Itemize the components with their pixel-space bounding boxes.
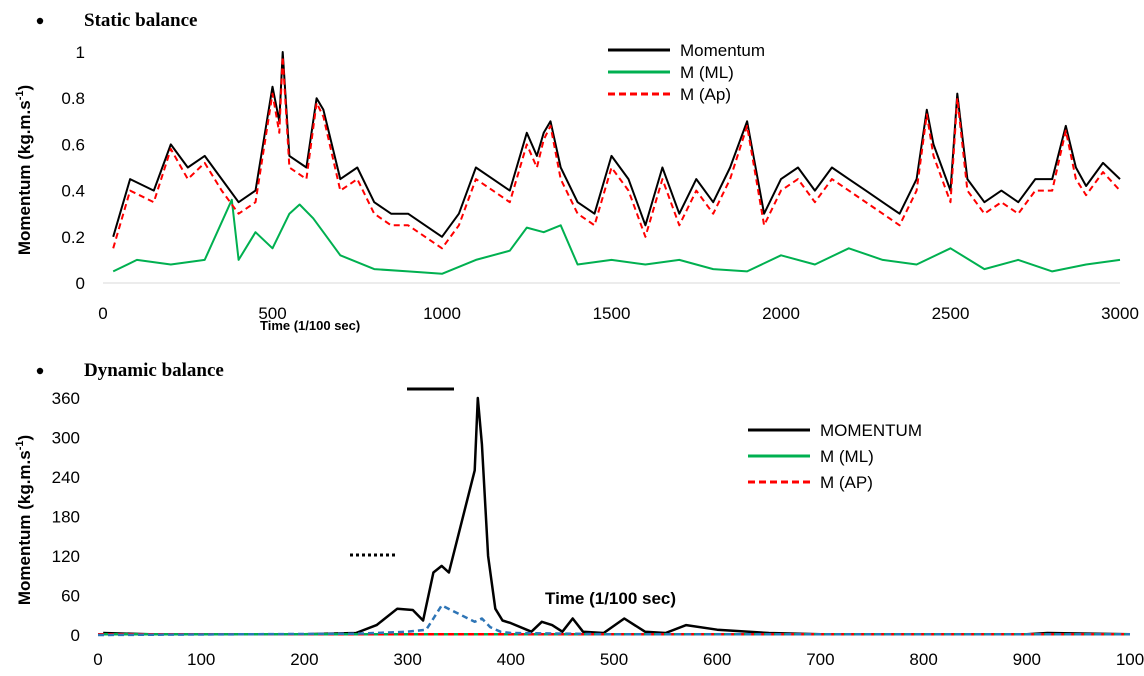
x-tick-label: 100: [1116, 650, 1144, 669]
x-tick-label: 0: [93, 650, 102, 669]
x-tick-label: 1000: [423, 304, 461, 323]
x-tick-label: 200: [290, 650, 318, 669]
legend-label: Momentum: [680, 41, 765, 60]
x-tick-label: 2500: [932, 304, 970, 323]
x-tick-label: 0: [98, 304, 107, 323]
x-tick-label: 300: [393, 650, 421, 669]
y-tick-label: 60: [61, 587, 80, 606]
dynamic-balance-chart: Dynamic balance 0 60 120 180 240 300 360 0 100 200…: [14, 360, 1144, 669]
x-axis-label: Time (1/100 sec): [260, 318, 360, 333]
legend-label: M (ML): [820, 447, 874, 466]
y-tick-label: 0.4: [61, 182, 85, 201]
y-tick-label: 120: [52, 547, 80, 566]
y-tick-label: 240: [52, 468, 80, 487]
legend-label: M (ML): [680, 63, 734, 82]
legend-label: M (AP): [820, 473, 873, 492]
x-tick-label: 3000: [1101, 304, 1139, 323]
chart-heading: Static balance: [84, 10, 197, 31]
y-tick-label: 0: [76, 274, 85, 293]
x-tick-label: 900: [1013, 650, 1041, 669]
legend-label: M (Ap): [680, 85, 731, 104]
x-axis-label: Time (1/100 sec): [545, 589, 676, 608]
y-axis-label: Momentum (kg.m.s-1): [14, 85, 34, 255]
series-line: [112, 55, 1121, 250]
y-tick-label: 0.2: [61, 228, 85, 247]
y-tick-label: 300: [52, 429, 80, 448]
y-tick-label: 0: [71, 626, 80, 645]
x-tick-label: 700: [806, 650, 834, 669]
heading-bullet: [36, 17, 44, 25]
series-line: [112, 198, 1121, 275]
x-tick-label: 800: [909, 650, 937, 669]
chart-heading: Dynamic balance: [84, 360, 224, 381]
y-tick-label: 0.6: [61, 135, 85, 154]
y-tick-label: 0.8: [61, 89, 85, 108]
y-tick-label: 1: [76, 43, 85, 62]
y-tick-label: 360: [52, 389, 80, 408]
series-line: [97, 604, 1130, 637]
series-line: [103, 396, 1131, 636]
y-tick-label: 180: [52, 508, 80, 527]
x-tick-label: 100: [187, 650, 215, 669]
x-tick-label: 2000: [762, 304, 800, 323]
x-tick-label: 600: [703, 650, 731, 669]
heading-bullet: [36, 367, 44, 375]
x-tick-label: 400: [497, 650, 525, 669]
x-tick-label: 500: [258, 304, 286, 323]
legend-label: MOMENTUM: [820, 421, 922, 440]
x-tick-label: 1500: [593, 304, 631, 323]
y-axis-label: Momentum (kg.m.s-1): [14, 435, 34, 605]
static-balance-chart: Static balance 0 0.2 0.4 0.6 0.8 1 0 500 1000 1500…: [14, 10, 1139, 333]
x-tick-label: 500: [600, 650, 628, 669]
